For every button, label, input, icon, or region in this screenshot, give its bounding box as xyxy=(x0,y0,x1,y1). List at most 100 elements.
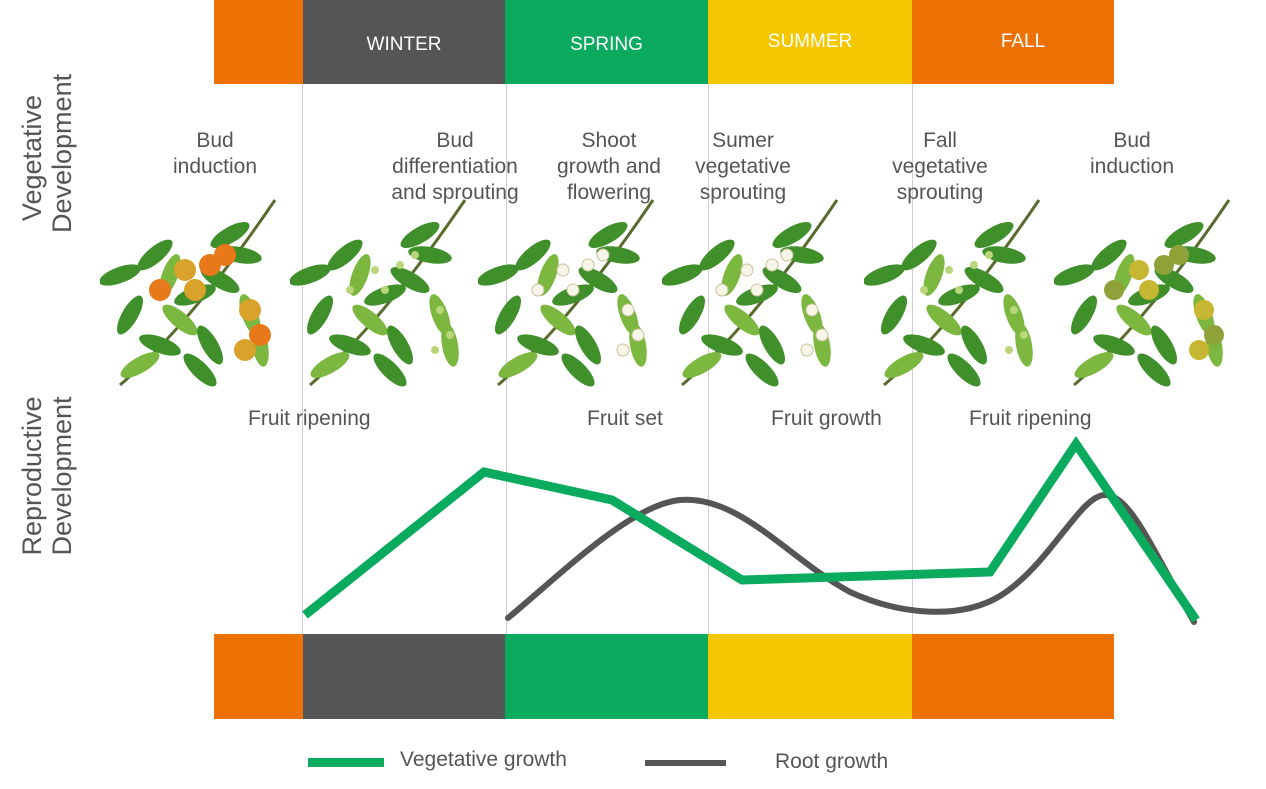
leaf xyxy=(540,304,576,336)
top-band-spring xyxy=(505,0,708,84)
leaf xyxy=(400,221,440,248)
leaf xyxy=(721,254,743,296)
leaf xyxy=(881,295,907,335)
stage-label-4: Sumer vegetative sprouting xyxy=(695,129,791,204)
leaf xyxy=(364,284,406,306)
top-band-winter xyxy=(303,0,505,84)
flower xyxy=(715,283,729,297)
bottom-band-fall-left xyxy=(214,634,303,719)
bottom-band-fall xyxy=(912,634,1114,719)
leaf xyxy=(578,267,618,293)
leaf xyxy=(117,295,143,335)
branch-3 xyxy=(478,199,655,387)
fruit xyxy=(174,259,196,281)
flower xyxy=(780,248,794,262)
fruit xyxy=(1204,325,1224,345)
flower xyxy=(750,283,764,297)
leaf xyxy=(759,325,785,365)
leaf xyxy=(588,221,628,248)
leaf xyxy=(537,254,559,296)
branch-2 xyxy=(290,199,467,387)
leaf xyxy=(441,323,459,367)
leaf xyxy=(329,334,371,356)
leaf xyxy=(964,267,1004,293)
bottom-band-winter xyxy=(303,634,505,719)
root-growth-line xyxy=(505,491,1197,625)
leaf xyxy=(408,246,452,264)
leaf xyxy=(903,334,945,356)
leaf xyxy=(1074,352,1114,378)
leaf xyxy=(947,353,981,387)
legend-label-root: Root growth xyxy=(775,750,889,773)
leaf xyxy=(290,264,331,286)
leaf xyxy=(961,325,988,365)
leaf xyxy=(100,264,141,286)
fruit xyxy=(1154,255,1174,275)
leaf xyxy=(1137,353,1171,387)
leaf xyxy=(515,239,551,271)
leaf xyxy=(974,221,1014,248)
separator-spring xyxy=(506,84,507,634)
leaf xyxy=(517,334,559,356)
leaf xyxy=(1054,264,1095,286)
flower xyxy=(815,328,829,342)
leaf xyxy=(1151,325,1177,365)
leaf xyxy=(772,221,812,248)
leaf xyxy=(982,246,1026,264)
leaf xyxy=(373,353,407,387)
bud xyxy=(920,286,928,294)
bud xyxy=(945,266,953,274)
leaf xyxy=(478,264,519,286)
bud xyxy=(1010,306,1018,314)
stage-label-2: Bud differentiation and sprouting xyxy=(391,129,519,204)
fruit xyxy=(234,339,256,361)
bud xyxy=(436,306,444,314)
bud xyxy=(985,251,993,259)
legend-swatch-vegetative xyxy=(308,758,384,767)
phase-label-fruit-set: Fruit set xyxy=(587,407,663,430)
flower xyxy=(631,328,645,342)
legend-swatch-root xyxy=(645,760,726,766)
leaf xyxy=(390,267,430,293)
stage-label-6: Bud induction xyxy=(1089,129,1175,178)
bud xyxy=(346,286,354,294)
leaf xyxy=(1116,304,1152,336)
season-label-winter: WINTER xyxy=(366,34,442,55)
stage-label-3: Shoot growth and flowering xyxy=(557,129,661,204)
leaf xyxy=(495,295,521,335)
leaf xyxy=(561,353,595,387)
leaf xyxy=(139,334,181,356)
stage-label-1: Bud induction xyxy=(172,129,258,178)
legend-label-vegetative: Vegetative growth xyxy=(400,748,567,771)
leaf xyxy=(1091,239,1127,271)
leaf xyxy=(762,267,802,293)
leaf xyxy=(307,295,333,335)
season-label-summer: SUMMER xyxy=(767,31,853,52)
branch-4 xyxy=(662,199,839,387)
fruit xyxy=(149,279,171,301)
phase-label-fruit-ripening-1: Fruit ripening xyxy=(248,407,371,430)
leaf xyxy=(745,353,779,387)
flower xyxy=(740,263,754,277)
branch-5 xyxy=(864,199,1041,387)
leaf xyxy=(864,264,905,286)
bud xyxy=(1020,331,1028,339)
leaf xyxy=(327,239,363,271)
stage-label-5: Fall vegetative sprouting xyxy=(892,129,988,204)
leaf xyxy=(349,254,371,296)
fruit xyxy=(1139,280,1159,300)
fruit xyxy=(184,279,206,301)
leaf xyxy=(901,239,937,271)
leaf xyxy=(352,304,388,336)
top-band-summer xyxy=(708,0,912,84)
leaf xyxy=(682,352,722,378)
leaf xyxy=(1071,295,1097,335)
leaf xyxy=(724,304,760,336)
leaf xyxy=(923,254,945,296)
fruit xyxy=(1104,280,1124,300)
flower xyxy=(581,258,595,272)
season-label-fall: FALL xyxy=(1000,31,1046,52)
phase-label-fruit-ripening-2: Fruit ripening xyxy=(969,407,1092,430)
fruit xyxy=(1169,245,1189,265)
